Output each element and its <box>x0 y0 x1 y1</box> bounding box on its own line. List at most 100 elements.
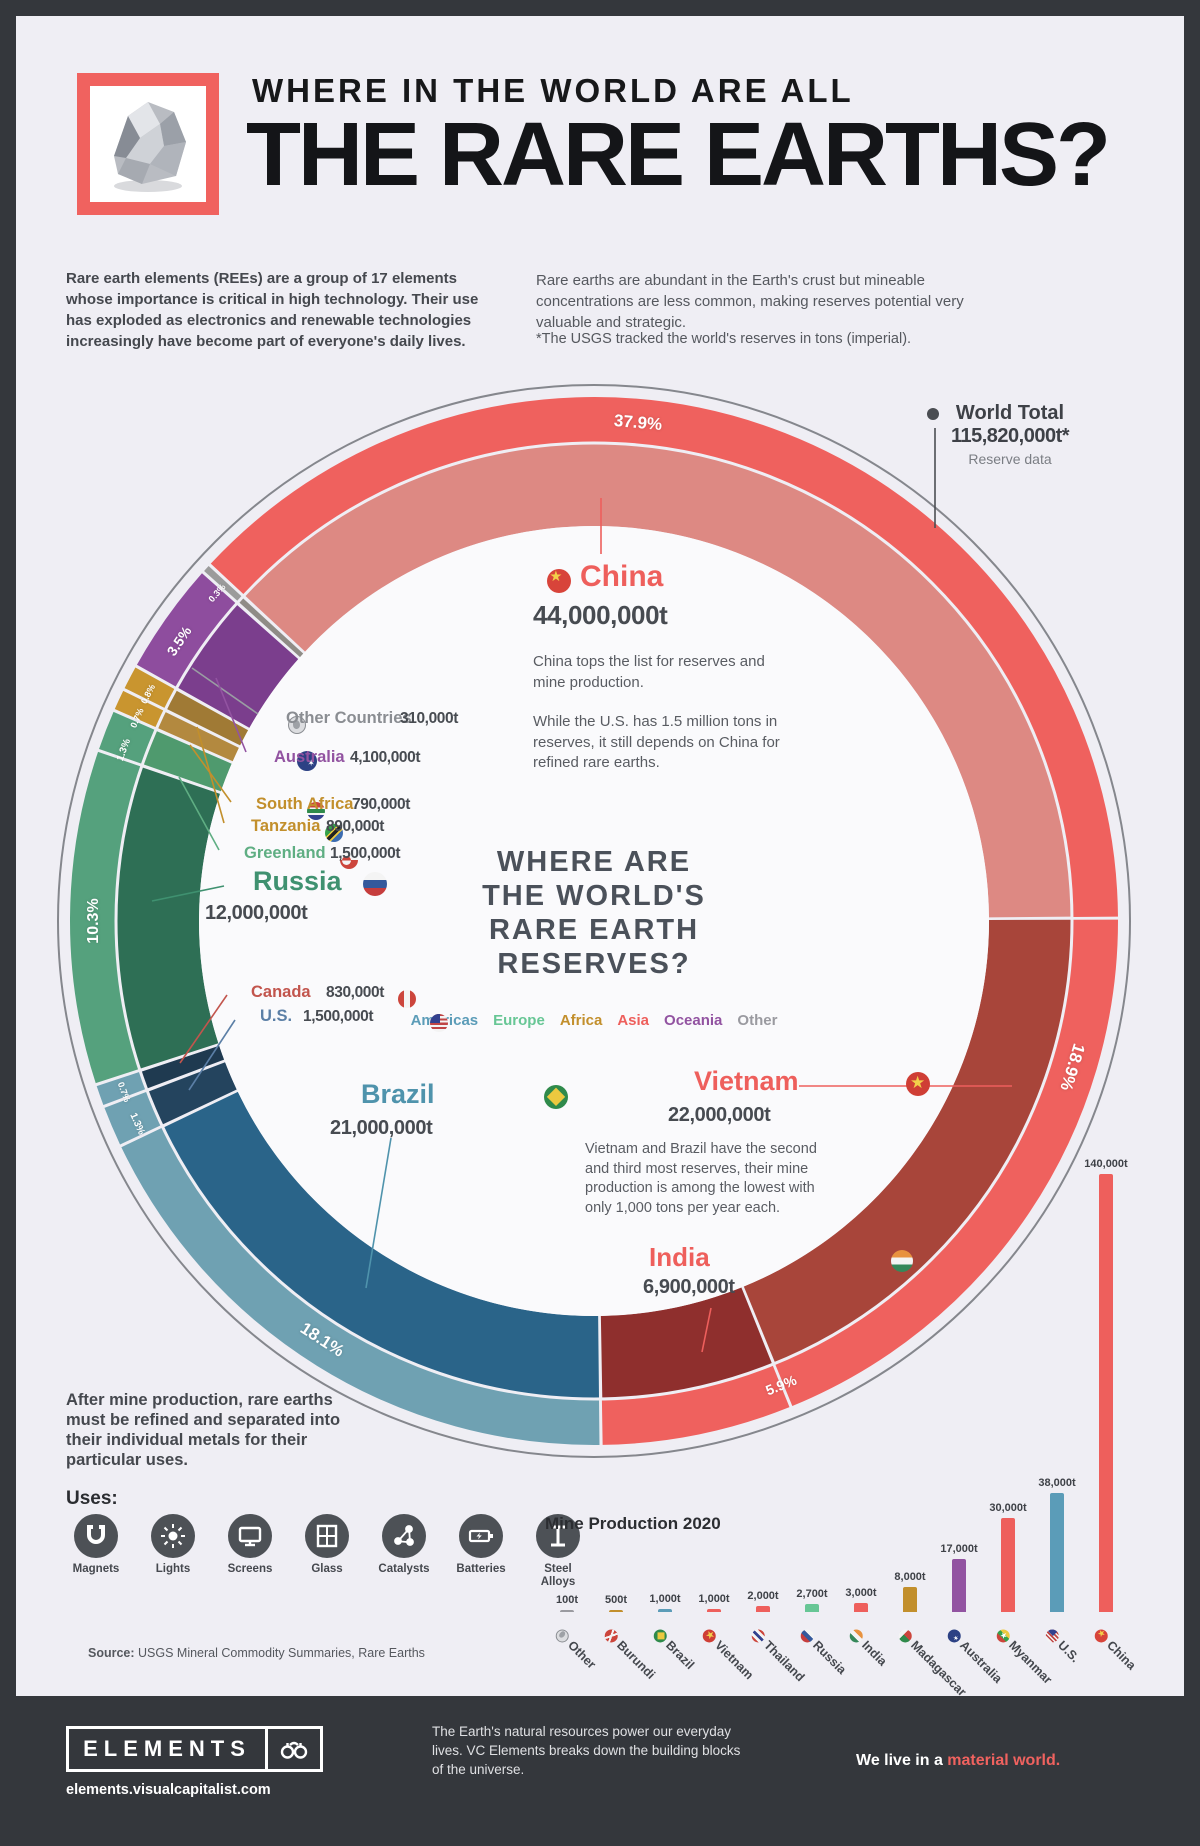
china-value: 44,000,000t <box>533 600 668 630</box>
vietnam-value: 22,000,000t <box>668 1104 771 1126</box>
vietnam-flag-icon <box>905 1072 930 1096</box>
world-total-block: World Total 115,820,000t* Reserve data <box>930 402 1090 467</box>
tanzania-line <box>196 726 225 824</box>
canada-name: Canada <box>251 983 311 1001</box>
catalyst-icon <box>382 1514 426 1558</box>
china-desc-2: While the U.S. has 1.5 million tons in r… <box>533 713 780 771</box>
use-label: Glass <box>311 1563 343 1575</box>
canada-value: 830,000t <box>326 984 384 1001</box>
donut-slice-india <box>70 397 1118 1445</box>
donut-slice-greenland <box>70 397 1118 1445</box>
intro-note: *The USGS tracked the world's reserves i… <box>536 331 912 347</box>
donut-slice-australia <box>69 396 1118 1445</box>
footer-motto: We live in a material world. <box>856 1752 1060 1770</box>
canada-line <box>179 994 228 1064</box>
source-line: Source: USGS Mineral Commodity Summaries… <box>88 1646 425 1660</box>
use-item-magnets: Magnets <box>66 1514 126 1589</box>
donut-slice-canada <box>70 397 1118 1445</box>
use-item-catalysts: Catalysts <box>374 1514 434 1589</box>
donut-outline <box>57 384 1131 1458</box>
china-flag-icon <box>547 569 571 593</box>
donut-slice-australia <box>115 442 1072 1399</box>
steel-beam-icon <box>536 1514 580 1558</box>
south-africa-value: 790,000t <box>352 796 410 813</box>
other-countries-globe-icon <box>288 716 307 734</box>
donut-slice-us <box>116 443 1072 1399</box>
us-value: 1,500,000t <box>303 1008 374 1025</box>
headline-line: THE WORLD'S <box>482 880 706 912</box>
use-label: Batteries <box>456 1563 506 1575</box>
magnet-icon <box>74 1514 118 1558</box>
screen-icon <box>228 1514 272 1558</box>
donut-slice-brazil <box>70 397 1118 1445</box>
legend-item-other: Other <box>737 1012 778 1029</box>
brazil-line <box>365 1137 392 1289</box>
title-kicker: WHERE IN THE WORLD ARE ALL <box>252 72 854 109</box>
donut-slice-us <box>70 397 1118 1445</box>
greenland-value: 1,500,000t <box>330 845 401 862</box>
headline-line: RESERVES? <box>497 948 691 980</box>
uses-row: Magnets Lights Screens Glass Catalysts <box>66 1514 588 1589</box>
ring-separator <box>114 441 1074 1401</box>
donut-slice-china <box>70 397 1118 1445</box>
other-countries-value: 310,000t <box>400 710 458 727</box>
logo-box <box>77 73 219 215</box>
brazil-flag-icon <box>544 1085 569 1109</box>
australia-name: Australia <box>274 748 345 766</box>
tanzania-value: 890,000t <box>326 818 384 835</box>
other-countries-name: Other Countries <box>286 709 412 727</box>
us-name: U.S. <box>260 1007 293 1025</box>
legend-item-europe: Europe <box>493 1012 545 1029</box>
donut-inner-circle <box>199 526 989 1316</box>
use-item-steel-alloys: Steel Alloys <box>528 1514 588 1589</box>
use-item-screens: Screens <box>220 1514 280 1589</box>
south-africa-flag-icon <box>307 802 326 820</box>
donut-slice-other <box>116 443 1072 1399</box>
legend-item-asia: Asia <box>617 1012 650 1029</box>
donut-slice-greenland <box>116 443 1072 1399</box>
world-total-dot-icon <box>927 408 939 420</box>
russia-value: 12,000,000t <box>205 902 308 924</box>
light-icon <box>151 1514 195 1558</box>
india-flag-icon <box>890 1250 913 1272</box>
greenland-name: Greenland <box>244 844 326 862</box>
india-value: 6,900,000t <box>643 1276 735 1298</box>
world-total-label: World Total <box>955 402 1065 424</box>
brand-row: ELEMENTS <box>66 1726 323 1772</box>
tanzania-name: Tanzania <box>251 817 321 835</box>
donut-slice-vietnam <box>70 397 1118 1445</box>
donut-slice-russia <box>116 443 1072 1399</box>
intro-left-paragraph: Rare earth elements (REEs) are a group o… <box>66 270 479 350</box>
source-prefix: Source: <box>88 1646 135 1660</box>
vietnam-desc: Vietnam and Brazil have the second and t… <box>585 1141 817 1216</box>
brazil-value: 21,000,000t <box>330 1117 433 1139</box>
donut-slice-canada <box>116 443 1072 1399</box>
russia-line <box>151 885 225 902</box>
donut-slice-south_africa <box>116 443 1072 1399</box>
rare-earth-metal-image <box>90 86 206 202</box>
footer-url[interactable]: elements.visualcapitalist.com <box>66 1782 271 1798</box>
bar-chart-title: Mine Production 2020 <box>545 1514 721 1533</box>
donut-slice-south_africa <box>70 397 1118 1445</box>
donut-slice-brazil <box>116 443 1072 1399</box>
india-name: India <box>649 1242 710 1272</box>
australia-value: 4,100,000t <box>350 749 421 766</box>
tanzania-flag-icon <box>324 824 343 842</box>
footer: ELEMENTS elements.visualcapitalist.com T… <box>0 1696 1200 1846</box>
us-line <box>188 1019 236 1091</box>
use-label: Catalysts <box>378 1563 430 1575</box>
donut-slice-tanzania <box>70 397 1118 1445</box>
legend-item-africa: Africa <box>559 1012 603 1029</box>
other-line <box>191 667 259 715</box>
uses-heading: Uses: <box>66 1488 118 1509</box>
australia-flag-icon <box>296 751 317 771</box>
india-line <box>701 1307 712 1353</box>
south-africa-name: South Africa <box>256 795 354 813</box>
donut-slice-vietnam <box>116 443 1072 1399</box>
motto-plain: We live in a <box>856 1752 948 1769</box>
china-desc-1: China tops the list for reserves and min… <box>533 653 765 691</box>
use-item-glass: Glass <box>297 1514 357 1589</box>
australia-line <box>215 677 247 753</box>
